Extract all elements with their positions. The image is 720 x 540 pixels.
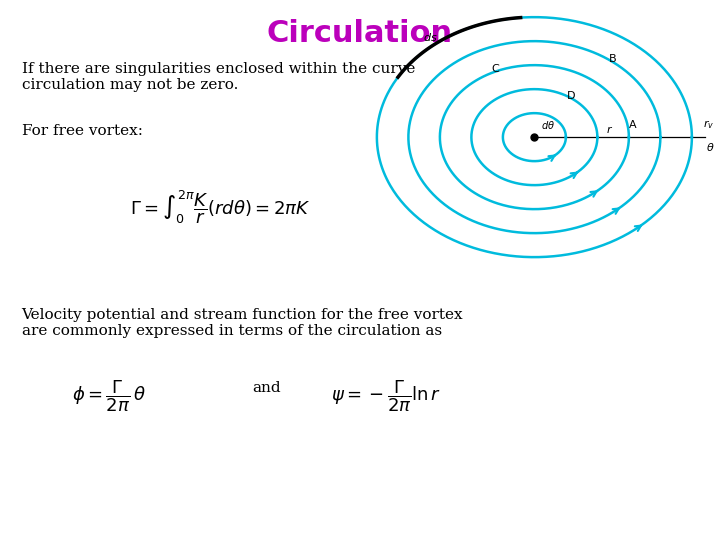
Text: Velocity potential and stream function for the free vortex
are commonly expresse: Velocity potential and stream function f…: [22, 308, 463, 338]
Text: D: D: [567, 91, 575, 100]
Text: $\phi = \dfrac{\Gamma}{2\pi}\,\theta$: $\phi = \dfrac{\Gamma}{2\pi}\,\theta$: [72, 378, 146, 414]
Text: $\psi = -\dfrac{\Gamma}{2\pi}\ln r$: $\psi = -\dfrac{\Gamma}{2\pi}\ln r$: [331, 378, 441, 414]
Text: $r$: $r$: [606, 124, 613, 134]
Text: $r_v$: $r_v$: [703, 118, 714, 131]
Text: $ds$: $ds$: [423, 31, 438, 43]
Text: B: B: [609, 53, 616, 64]
Text: For free vortex:: For free vortex:: [22, 124, 143, 138]
Text: and: and: [252, 381, 281, 395]
Text: Circulation: Circulation: [267, 19, 453, 48]
Text: $\Gamma = \int_0^{2\pi} \dfrac{K}{r}(rd\theta) = 2\pi K$: $\Gamma = \int_0^{2\pi} \dfrac{K}{r}(rd\…: [130, 189, 310, 226]
Text: If there are singularities enclosed within the curve
circulation may not be zero: If there are singularities enclosed with…: [22, 62, 415, 92]
Text: A: A: [629, 120, 636, 130]
Text: C: C: [491, 64, 499, 75]
Text: $\theta$: $\theta$: [706, 141, 715, 153]
Text: $d\theta$: $d\theta$: [541, 119, 555, 131]
